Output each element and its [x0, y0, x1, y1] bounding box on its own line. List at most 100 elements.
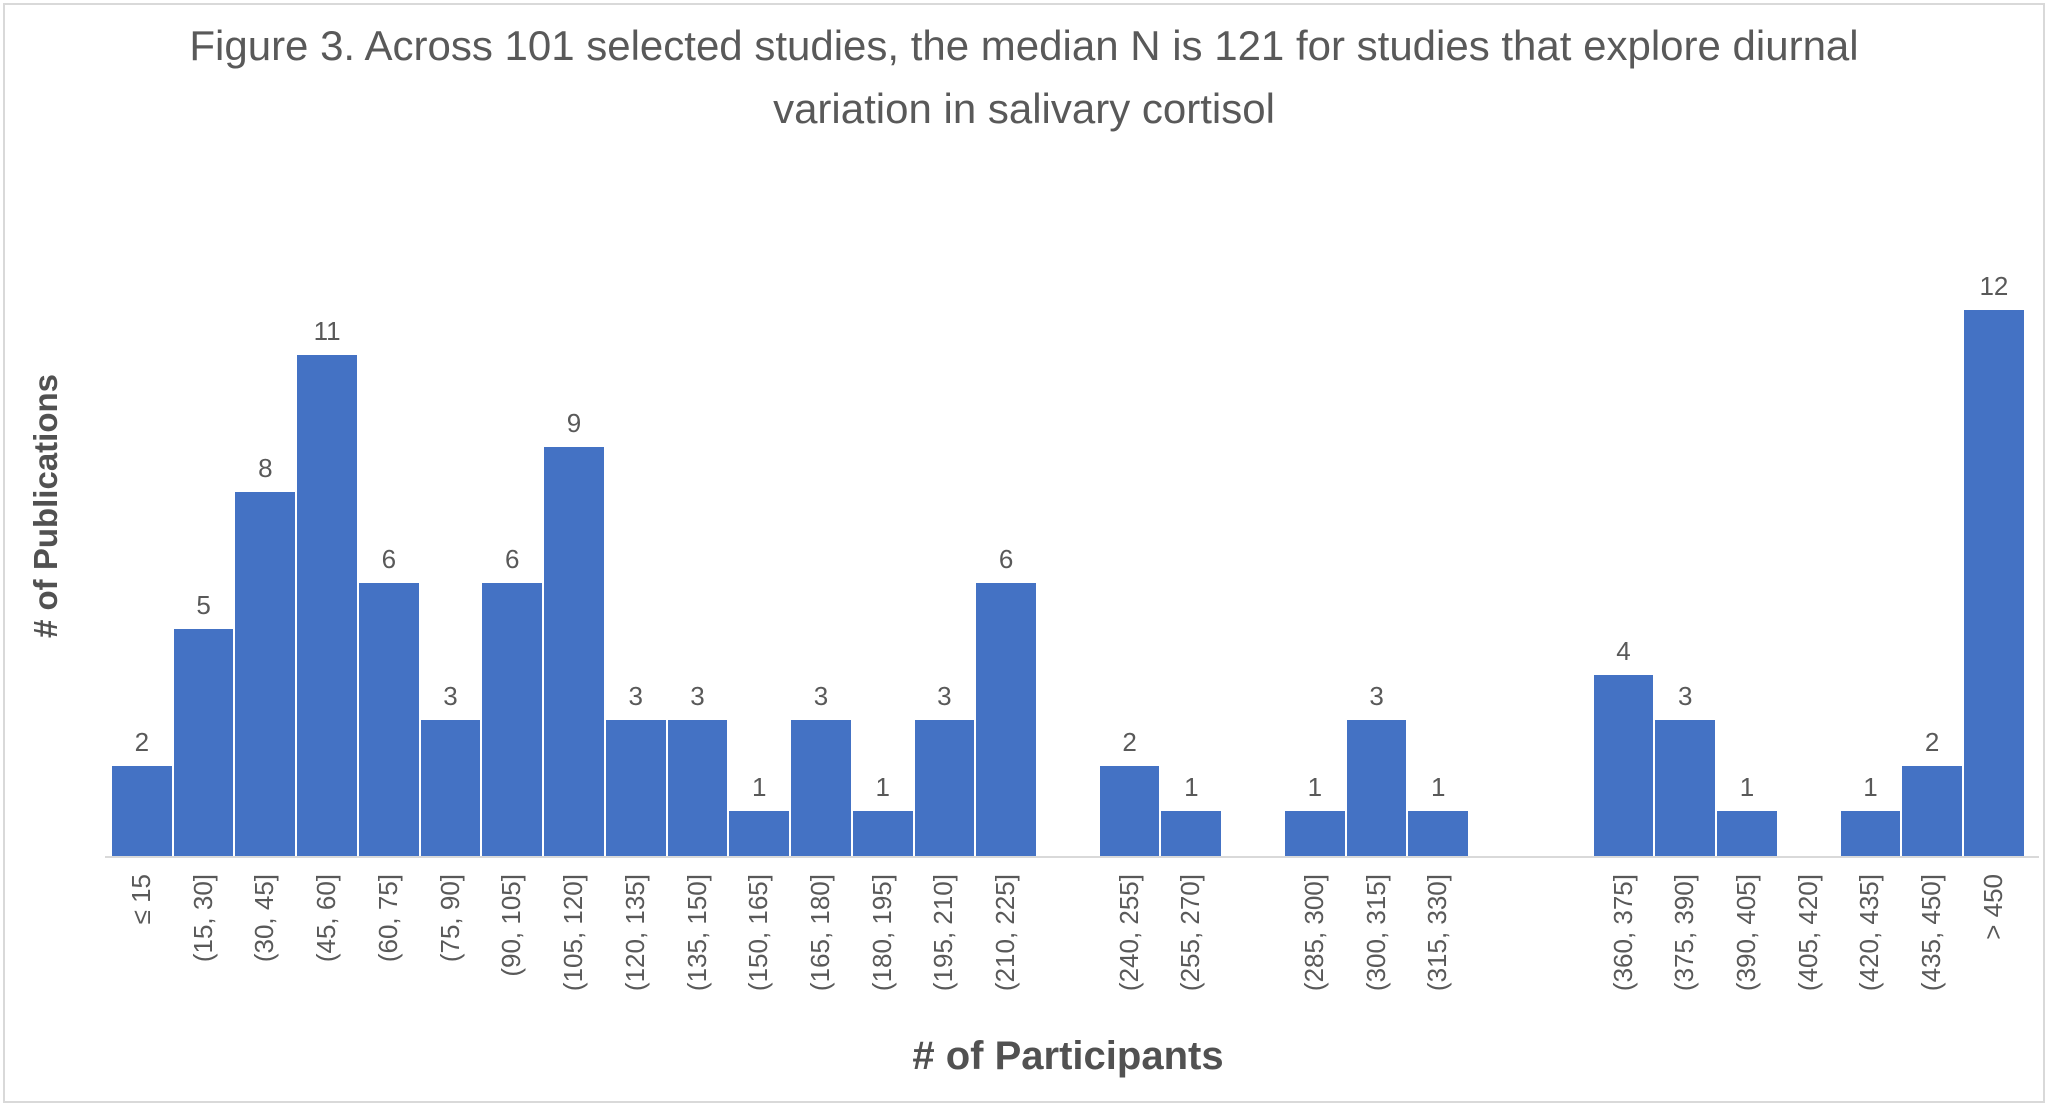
bar-slot: 1 [1840, 260, 1902, 857]
bar-value-label: 2 [1122, 726, 1137, 757]
bar-slot: 6 [975, 260, 1037, 857]
bar-value-label: 1 [751, 772, 767, 803]
bar-value-label: 12 [1979, 270, 2009, 301]
bar [358, 583, 419, 857]
bar [544, 446, 604, 857]
x-tick-label: (105, 120] [558, 874, 589, 992]
x-tick: (405, 420] [1778, 874, 1840, 991]
bar-slot: 1 [1284, 260, 1346, 857]
bar [1964, 309, 2024, 857]
bar [235, 492, 296, 857]
bar-slot: 1 [728, 260, 790, 857]
x-tick: (90, 105] [481, 874, 543, 977]
bar-slot: 1 [1716, 260, 1778, 857]
x-tick-label: (315, 330] [1422, 874, 1453, 992]
x-tick-label: (420, 435] [1854, 874, 1885, 992]
x-tick-label: (300, 315] [1360, 874, 1391, 992]
bar [1840, 811, 1901, 857]
bar [173, 629, 234, 857]
bar-value-label: 3 [937, 681, 952, 712]
bar [1593, 674, 1654, 857]
x-tick-label: (390, 405] [1731, 874, 1762, 992]
x-tick: (45, 60] [296, 874, 358, 962]
x-tick: (315, 330] [1407, 874, 1469, 991]
bar-value-label: 1 [1431, 772, 1446, 803]
x-tick: (435, 450] [1901, 874, 1963, 991]
bar [852, 811, 913, 857]
bar-value-label: 11 [313, 316, 341, 347]
x-tick: > 450 [1963, 874, 2025, 940]
bar-value-label: 5 [196, 590, 211, 620]
bar [791, 720, 851, 857]
x-tick: (105, 120] [543, 874, 605, 991]
bar-value-label: 3 [1369, 681, 1384, 712]
x-tick: (165, 180] [790, 874, 852, 991]
bar-slot: 2 [111, 260, 173, 857]
bar-value-label: 1 [875, 772, 890, 803]
x-tick-label: (195, 210] [928, 874, 959, 992]
bar [1346, 720, 1407, 857]
bar [976, 583, 1037, 857]
x-tick-label: ≤ 15 [125, 874, 156, 925]
bar [297, 355, 357, 857]
x-tick-label: (210, 225] [990, 874, 1021, 992]
x-tick-label: (90, 105] [496, 874, 527, 977]
x-tick: (120, 135] [605, 874, 667, 991]
bar-slot: 3 [914, 260, 976, 857]
bar [667, 720, 728, 857]
x-tick-label: (135, 150] [681, 874, 712, 992]
x-tick-label: > 450 [1977, 874, 2008, 940]
x-tick: (30, 45] [234, 874, 296, 962]
x-tick: (60, 75] [358, 874, 420, 962]
x-tick-label: (255, 270] [1175, 874, 1206, 992]
bar-slot: 12 [1963, 260, 2025, 857]
x-tick-label: (45, 60] [311, 874, 342, 963]
x-tick: (150, 165] [728, 874, 790, 991]
bar-slot: 6 [358, 260, 420, 857]
x-axis-tick-labels: ≤ 15 (15, 30] (30, 45] (45, 60] (60, 75] (75,… [111, 874, 2025, 991]
bar-slot: 2 [1099, 260, 1161, 857]
bar [1655, 720, 1716, 857]
x-tick: ≤ 15 [111, 874, 173, 924]
bar-value-label: 1 [1307, 772, 1323, 803]
chart-title: Figure 3. Across 101 selected studies, t… [124, 14, 1924, 140]
x-tick-label: (165, 180] [805, 874, 835, 992]
plot-area: 2 5 8 11 6 3 6 9 3 3 1 3 1 3 6 2 1 1 3 1 4 3 1 1 2 12 [111, 260, 2025, 857]
x-tick-label: (435, 450] [1916, 874, 1947, 992]
x-tick: (195, 210] [914, 874, 976, 991]
bar-slot [1037, 260, 1099, 857]
x-tick-label: (375, 390] [1669, 874, 1700, 992]
x-tick: (300, 315] [1346, 874, 1408, 991]
bar-value-label: 6 [998, 544, 1014, 575]
bar-slot: 1 [852, 260, 914, 857]
bar-slot: 1 [1407, 260, 1469, 857]
x-tick: (360, 375] [1593, 874, 1655, 991]
x-tick-label: (150, 165] [743, 874, 774, 992]
bar-slot: 3 [420, 260, 482, 857]
x-tick-label: (15, 30] [187, 874, 218, 963]
x-tick: (210, 225] [975, 874, 1037, 991]
x-tick-label: (60, 75] [372, 874, 403, 963]
x-tick-label: (180, 195] [866, 874, 897, 992]
x-tick-label: (240, 255] [1113, 874, 1144, 992]
bar-slot: 8 [234, 260, 296, 857]
bar-value-label: 3 [813, 681, 829, 712]
bar-value-label: 2 [134, 726, 150, 757]
bar [1408, 811, 1469, 857]
x-tick-label: (30, 45] [249, 874, 280, 963]
bar-value-label: 6 [381, 544, 397, 575]
bar-slot: 4 [1593, 260, 1655, 857]
x-tick: (180, 195] [852, 874, 914, 991]
bar-slot: 3 [1654, 260, 1716, 857]
bar-slot [1531, 260, 1593, 857]
bar-slot [1469, 260, 1531, 857]
x-tick-label: (75, 90] [434, 874, 465, 963]
x-axis-title: # of Participants [912, 1034, 1224, 1078]
bar-value-label: 9 [566, 407, 582, 438]
bar-value-label: 3 [628, 681, 643, 712]
bar [914, 720, 975, 857]
bar-value-label: 3 [690, 681, 705, 712]
bar-slot [1222, 260, 1284, 857]
bar-slot: 3 [605, 260, 667, 857]
bar-value-label: 4 [1616, 635, 1631, 666]
